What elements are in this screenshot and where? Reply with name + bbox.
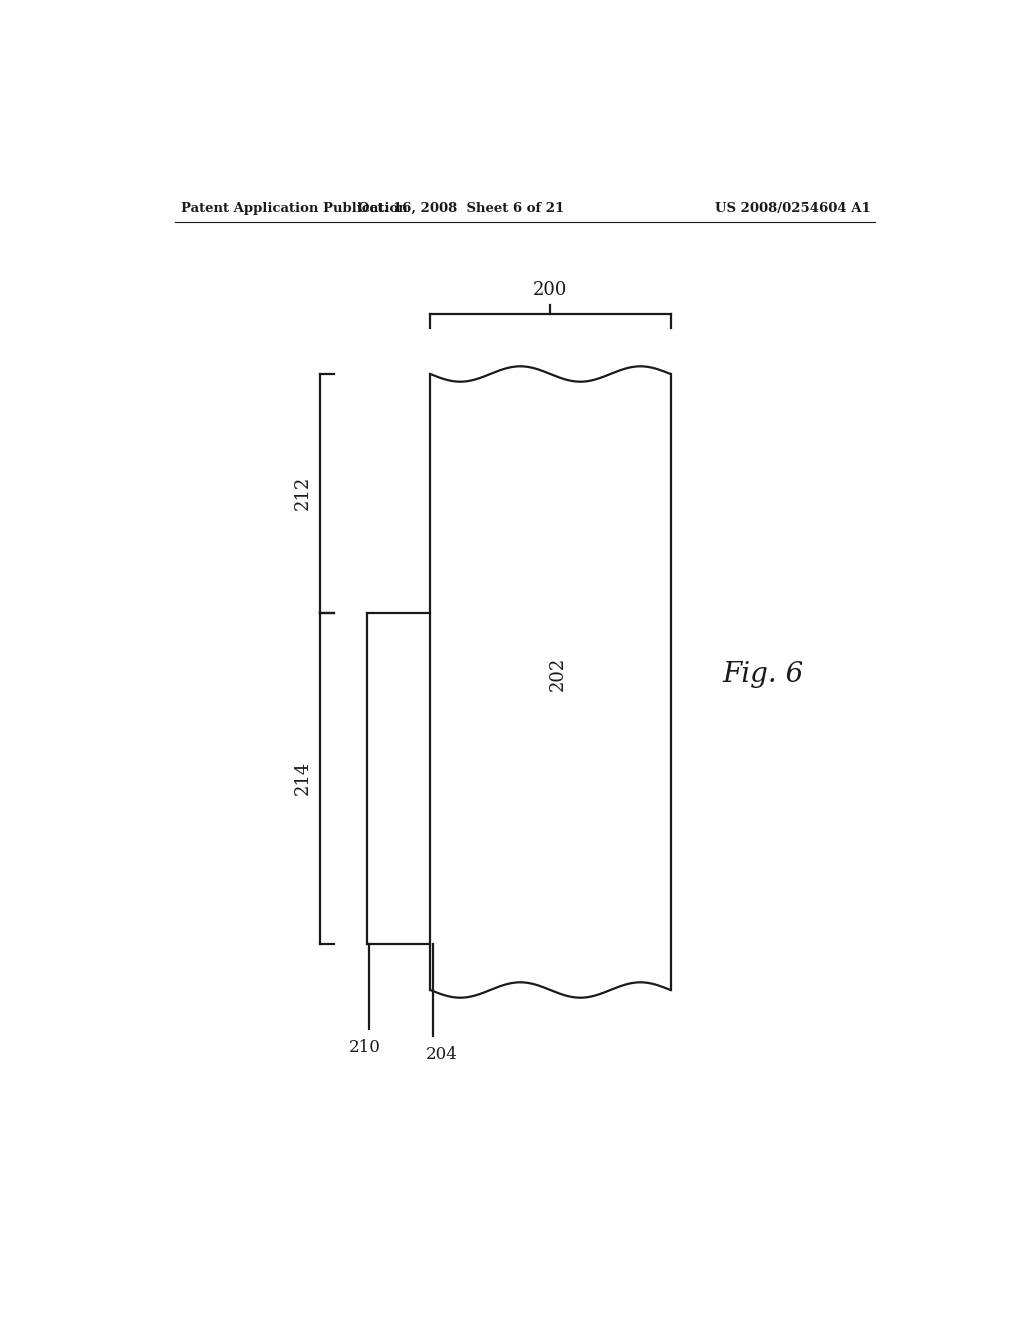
Text: 212: 212 bbox=[294, 477, 312, 511]
Text: 200: 200 bbox=[534, 281, 567, 298]
Text: 202: 202 bbox=[549, 657, 567, 692]
Text: US 2008/0254604 A1: US 2008/0254604 A1 bbox=[715, 202, 870, 215]
Text: 214: 214 bbox=[294, 762, 312, 796]
Text: Patent Application Publication: Patent Application Publication bbox=[180, 202, 408, 215]
Text: Fig. 6: Fig. 6 bbox=[723, 661, 804, 688]
Text: Oct. 16, 2008  Sheet 6 of 21: Oct. 16, 2008 Sheet 6 of 21 bbox=[358, 202, 564, 215]
Text: 210: 210 bbox=[349, 1039, 381, 1056]
Text: 204: 204 bbox=[426, 1047, 458, 1063]
